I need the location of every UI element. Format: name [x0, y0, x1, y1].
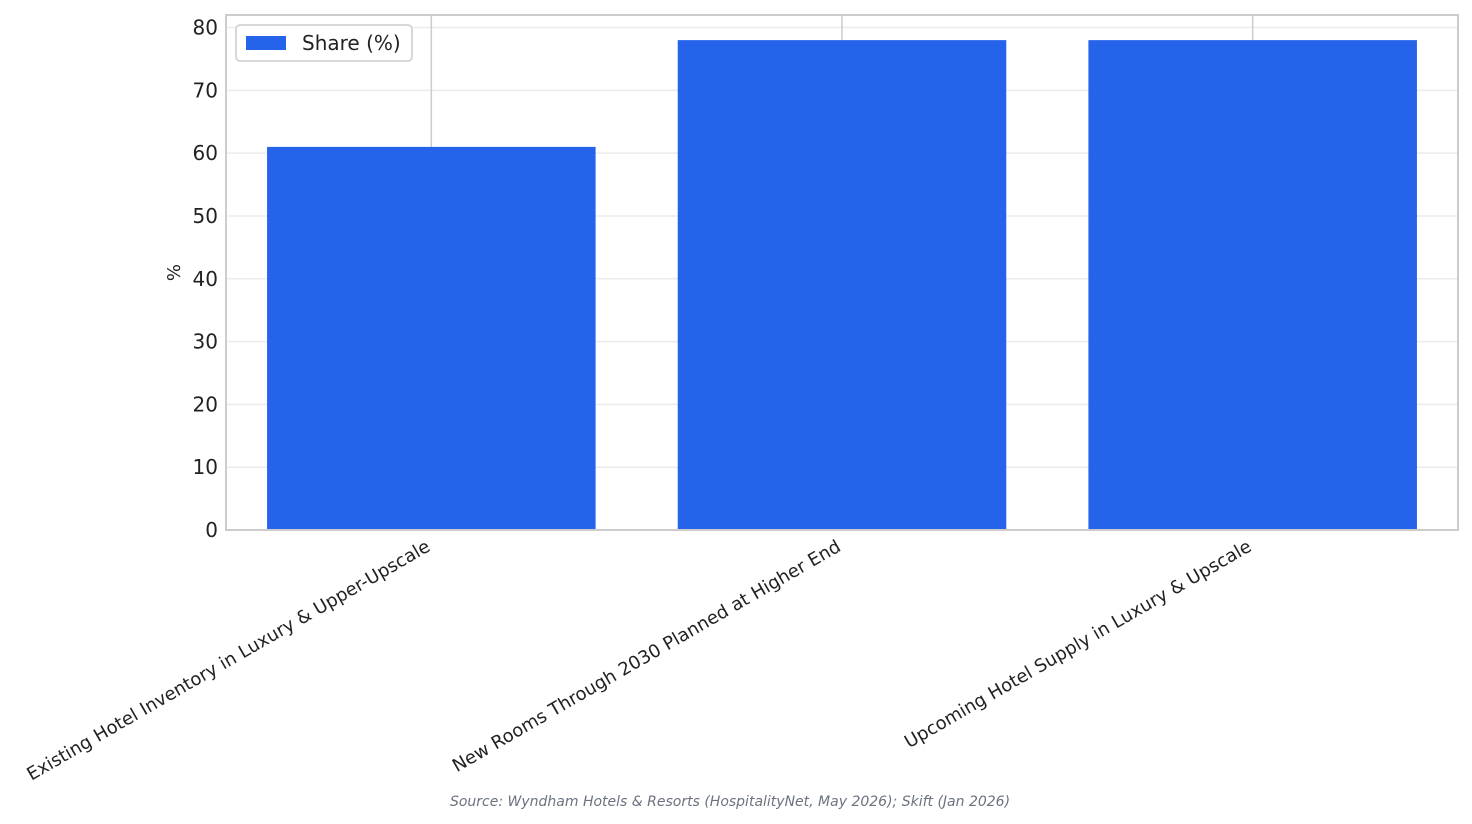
y-tick-label: 30: [193, 330, 218, 354]
legend-box: [235, 24, 413, 62]
legend: Share (%): [235, 24, 413, 62]
bars: [267, 40, 1417, 531]
y-tick-label: 50: [193, 204, 218, 228]
y-tick-label: 10: [193, 455, 218, 479]
plot-frame: [225, 14, 1459, 531]
y-tick-label: 0: [205, 518, 218, 542]
x-tick-label: Existing Hotel Inventory in Luxury & Upp…: [23, 536, 433, 785]
bar: [267, 146, 596, 530]
y-tick-label: 20: [193, 392, 218, 416]
y-axis-ticks: 0 10 20 30 40 50 60 70 80: [193, 16, 218, 542]
x-tick-label: New Rooms Through 2030 Planned at Higher…: [449, 536, 845, 777]
x-tick-label: Upcoming Hotel Supply in Luxury & Upscal…: [901, 536, 1255, 753]
y-tick-label: 80: [193, 16, 218, 40]
bar: [677, 40, 1007, 531]
legend-swatch: [246, 36, 286, 50]
legend-label: Share (%): [302, 31, 401, 55]
source-note: Source: Wyndham Hotels & Resorts (Hospit…: [450, 794, 1010, 810]
y-axis-label: %: [164, 264, 185, 281]
y-tick-label: 70: [193, 78, 218, 102]
y-tick-label: 40: [193, 267, 218, 291]
y-tick-label: 60: [193, 141, 218, 165]
x-axis-ticks: Existing Hotel Inventory in Luxury & Upp…: [23, 536, 1255, 785]
bar: [1088, 40, 1417, 531]
